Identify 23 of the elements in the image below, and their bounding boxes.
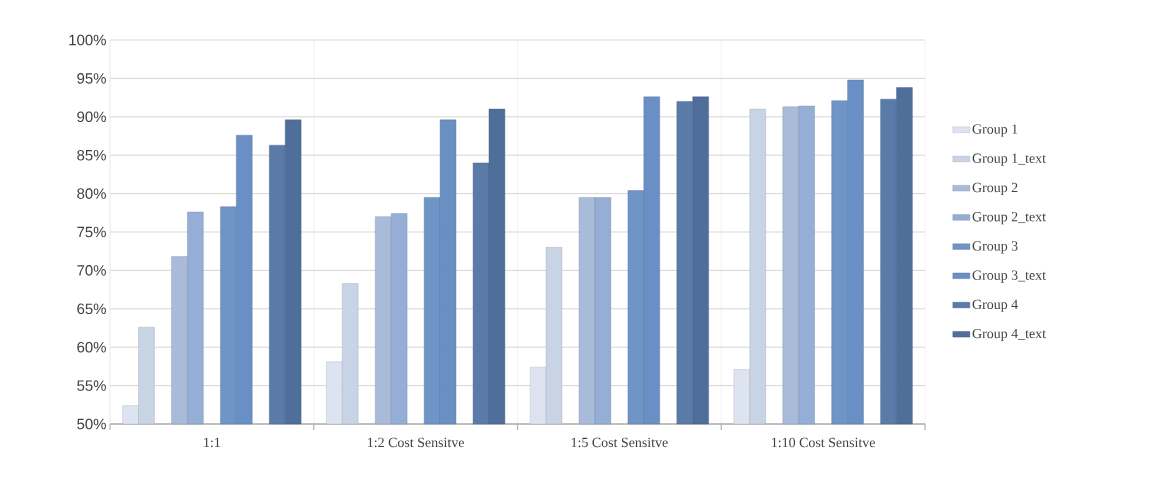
legend-label: Group 2 xyxy=(972,182,1018,196)
legend-label: Group 1_text xyxy=(972,153,1046,166)
y-tick-label: 80% xyxy=(77,188,106,199)
legend-label: Group 1 xyxy=(972,124,1018,137)
y-tick-label: 60% xyxy=(77,341,106,353)
y-tick-label: 55% xyxy=(77,380,106,391)
legend-label: Group 3 xyxy=(972,241,1018,254)
y-tick-label: 100% xyxy=(69,34,106,46)
x-tick-label: 1:5 Cost Sensitve xyxy=(571,437,668,448)
x-tick-label: 1:1 xyxy=(204,437,220,448)
y-tick-label: 95% xyxy=(77,73,106,84)
legend-label: Group 4_text xyxy=(972,328,1046,342)
x-tick-label: 1:2 Cost Sensitve xyxy=(368,437,464,448)
y-tick-label: 70% xyxy=(77,265,106,276)
y-tick-label: 65% xyxy=(77,303,106,315)
x-tick-label: 1:10 Cost Sensitve xyxy=(772,437,875,448)
legend-label: Group 3_text xyxy=(972,270,1046,283)
y-tick-label: 85% xyxy=(77,149,106,161)
legend-label: Group 4 xyxy=(972,299,1018,312)
y-tick-label: 50% xyxy=(77,418,106,430)
y-tick-label: 90% xyxy=(77,111,106,123)
legend-label: Group 2_text xyxy=(972,212,1046,225)
y-tick-label: 75% xyxy=(77,226,106,238)
